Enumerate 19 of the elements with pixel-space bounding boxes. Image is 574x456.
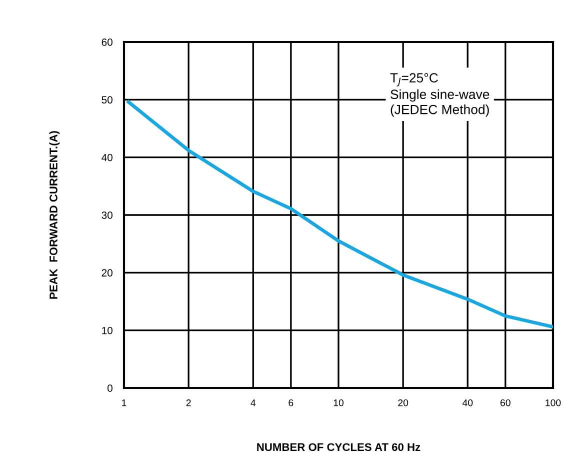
y-tick-label: 60 bbox=[102, 38, 112, 46]
y-tick-label: 20 bbox=[102, 269, 112, 277]
x-tick-label: 20 bbox=[398, 399, 408, 406]
y-tick-label: 30 bbox=[102, 212, 112, 219]
x-tick-label: 10 bbox=[334, 399, 344, 406]
y-tick-label: 10 bbox=[102, 326, 112, 334]
y-tick-label: 0 bbox=[108, 384, 112, 392]
y-tick-label: 40 bbox=[102, 154, 112, 162]
x-tick-label: 40 bbox=[462, 399, 473, 406]
x-tick-label: 1 bbox=[122, 399, 126, 406]
x-axis-title: NUMBER OF CYCLES AT 60 Hz bbox=[257, 443, 420, 452]
x-tick-label: 2 bbox=[186, 399, 191, 406]
y-axis-title: PEAK FORWARD CURRENT.(A) bbox=[49, 131, 60, 299]
y-tick-label: 50 bbox=[102, 96, 112, 104]
x-tick-label: 60 bbox=[500, 399, 510, 406]
annotation: T$_{J}$=25°C Single sine-wave (JEDEC Method) bbox=[390, 73, 490, 117]
x-tick-label: 4 bbox=[250, 399, 256, 406]
x-tick-label: 100 bbox=[546, 399, 561, 406]
x-tick-label: 6 bbox=[288, 399, 294, 406]
